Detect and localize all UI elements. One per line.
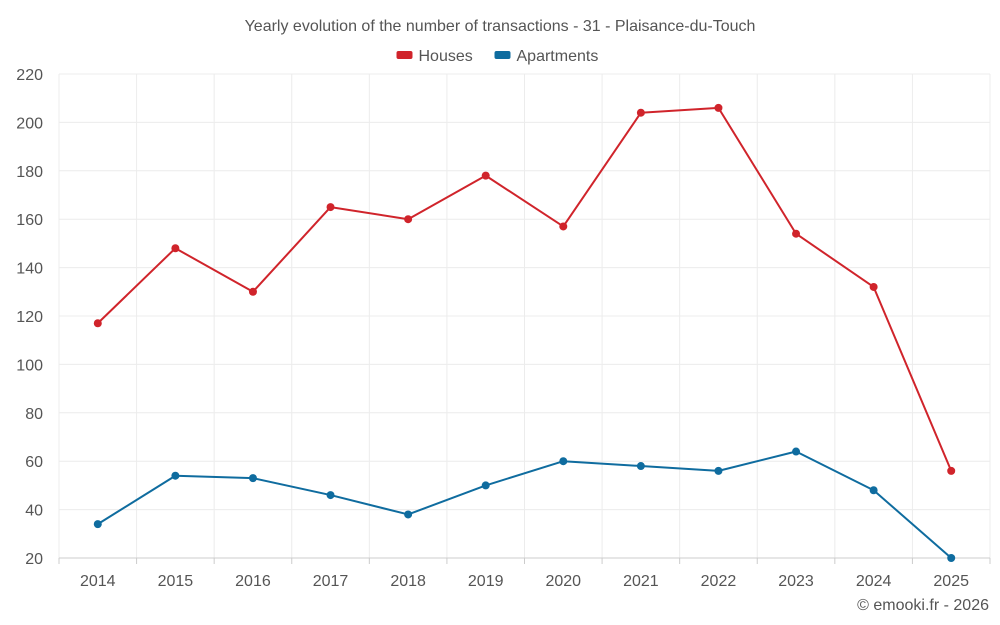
data-point-apartments[interactable] [481, 481, 490, 490]
data-point-apartments[interactable] [869, 486, 878, 495]
data-point-houses[interactable] [404, 215, 413, 224]
data-point-houses[interactable] [947, 466, 956, 475]
x-tick-label: 2021 [623, 573, 659, 590]
y-tick-label: 80 [25, 406, 43, 423]
y-tick-label: 200 [16, 115, 43, 132]
data-point-houses[interactable] [93, 319, 102, 328]
x-tick-label: 2015 [158, 573, 194, 590]
data-point-houses[interactable] [869, 282, 878, 291]
x-tick-label: 2017 [313, 573, 349, 590]
data-point-apartments[interactable] [93, 520, 102, 529]
data-point-apartments[interactable] [559, 457, 568, 466]
grid [58, 73, 991, 558]
series-line-apartments [97, 450, 952, 559]
data-point-apartments[interactable] [326, 491, 335, 500]
data-point-houses[interactable] [714, 103, 723, 112]
legend: Houses Apartments [396, 48, 599, 65]
x-tick-label: 2019 [468, 573, 504, 590]
x-tick-label: 2025 [933, 573, 969, 590]
data-point-houses[interactable] [636, 108, 645, 117]
y-tick-label: 120 [16, 309, 43, 326]
series-line-houses [97, 106, 953, 472]
data-point-houses[interactable] [481, 171, 490, 180]
data-point-apartments[interactable] [171, 471, 180, 480]
data-point-houses[interactable] [792, 229, 801, 238]
data-point-apartments[interactable] [714, 466, 723, 475]
axes: 20 40 60 80 100 120 140 160 180 200 220 2014 2015 201… [16, 67, 991, 590]
data-point-apartments[interactable] [947, 554, 956, 562]
data-point-houses[interactable] [171, 244, 180, 253]
y-tick-label: 60 [25, 454, 43, 471]
y-tick-label: 220 [16, 67, 43, 84]
data-point-apartments[interactable] [792, 447, 801, 456]
x-tick-label: 2014 [80, 573, 116, 590]
legend-swatch-apartments [494, 51, 511, 59]
data-point-apartments[interactable] [248, 474, 257, 483]
credit-text: © emooki.fr - 2026 [857, 597, 989, 614]
data-point-houses[interactable] [248, 287, 257, 296]
y-tick-label: 160 [16, 212, 43, 229]
y-tick-label: 40 [25, 503, 43, 520]
y-tick-label: 140 [16, 261, 43, 278]
x-tick-label: 2022 [701, 573, 737, 590]
chart-title: Yearly evolution of the number of transa… [245, 18, 756, 35]
data-point-apartments[interactable] [404, 510, 413, 519]
y-tick-label: 180 [16, 164, 43, 181]
x-tick-label: 2016 [235, 573, 271, 590]
y-tick-label: 20 [25, 551, 43, 568]
x-tick-label: 2018 [390, 573, 426, 590]
data-point-houses[interactable] [559, 222, 568, 231]
y-tick-label: 100 [16, 357, 43, 374]
x-tick-label: 2024 [856, 573, 892, 590]
series-group [93, 103, 956, 562]
x-tick-label: 2023 [778, 573, 814, 590]
legend-swatch-houses [396, 51, 413, 59]
data-point-apartments[interactable] [636, 462, 645, 471]
legend-label-houses[interactable]: Houses [419, 48, 473, 65]
x-tick-label: 2020 [545, 573, 581, 590]
legend-label-apartments[interactable]: Apartments [517, 48, 599, 65]
data-point-houses[interactable] [326, 203, 335, 212]
